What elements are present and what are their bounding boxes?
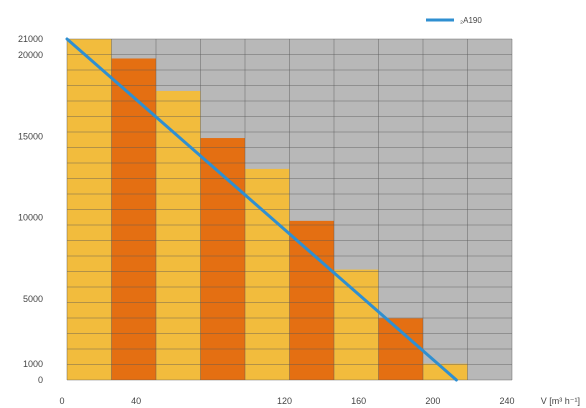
bar-80-100 — [245, 168, 290, 380]
x-tick-label-160: 160 — [351, 396, 366, 406]
legend-label-a190: ₂A190 — [460, 16, 482, 25]
y-tick-label-1000: 1000 — [23, 359, 43, 369]
x-tick-label-120: 120 — [277, 396, 292, 406]
bar-100-120 — [289, 220, 334, 380]
y-tick-label-0: 0 — [38, 375, 43, 385]
legend-layer: ₂A190 — [426, 16, 482, 25]
bar-20-40 — [111, 58, 156, 380]
series-line-a190 — [65, 37, 458, 382]
x-tick-label-0: 0 — [59, 396, 64, 406]
x-tick-label-40: 40 — [131, 396, 141, 406]
y-tick-label-10000: 10000 — [18, 213, 43, 223]
grid-layer — [66, 38, 513, 381]
axes-layer: 0 1000 5000 10000 15000 20000 21000 0 40 120 160 20… — [18, 34, 580, 406]
y-tick-label-21000: 21000 — [18, 34, 43, 44]
y-tick-label-15000: 15000 — [18, 131, 43, 141]
y-tick-label-5000: 5000 — [23, 294, 43, 304]
bar-40-60 — [156, 90, 201, 380]
x-axis-label: V [m³ h⁻¹] — [541, 396, 580, 406]
x-tick-label-200: 200 — [425, 396, 440, 406]
y-tick-label-20000: 20000 — [18, 50, 43, 60]
line-layer — [65, 37, 458, 382]
bar-120-140 — [334, 269, 379, 380]
x-tick-label-240: 240 — [499, 396, 514, 406]
